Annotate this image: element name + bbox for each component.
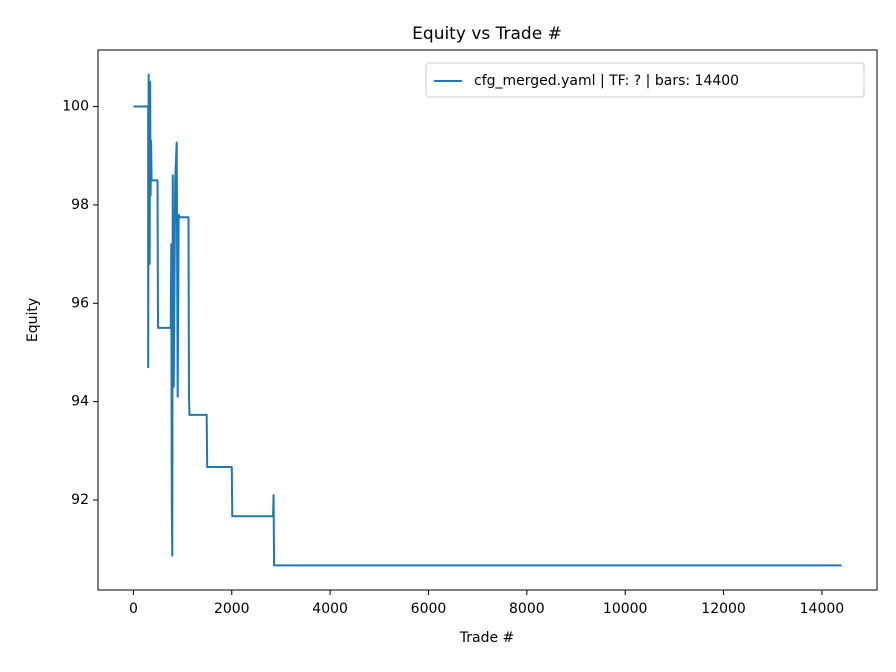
x-tick-label: 4000 — [312, 601, 348, 617]
y-tick-label: 100 — [62, 99, 89, 115]
y-tick-label: 92 — [71, 492, 89, 508]
x-tick-label: 6000 — [411, 601, 447, 617]
x-axis-label: Trade # — [459, 630, 515, 646]
x-tick-label: 2000 — [214, 601, 250, 617]
line-series — [133, 73, 842, 567]
y-tick-label: 96 — [71, 295, 89, 311]
x-tick-label: 0 — [129, 601, 138, 617]
y-tick-label: 98 — [71, 197, 89, 213]
legend-label: cfg_merged.yaml | TF: ? | bars: 14400 — [474, 73, 739, 89]
chart-title: Equity vs Trade # — [412, 24, 562, 44]
x-tick-label: 12000 — [701, 601, 746, 617]
plot-frame — [97, 49, 878, 591]
y-axis-label: Equity — [25, 298, 41, 342]
legend-box — [425, 62, 865, 98]
x-tick-label: 14000 — [800, 601, 845, 617]
y-tick-label: 94 — [71, 394, 89, 410]
x-tick-label: 10000 — [603, 601, 648, 617]
x-tick-label: 8000 — [509, 601, 545, 617]
